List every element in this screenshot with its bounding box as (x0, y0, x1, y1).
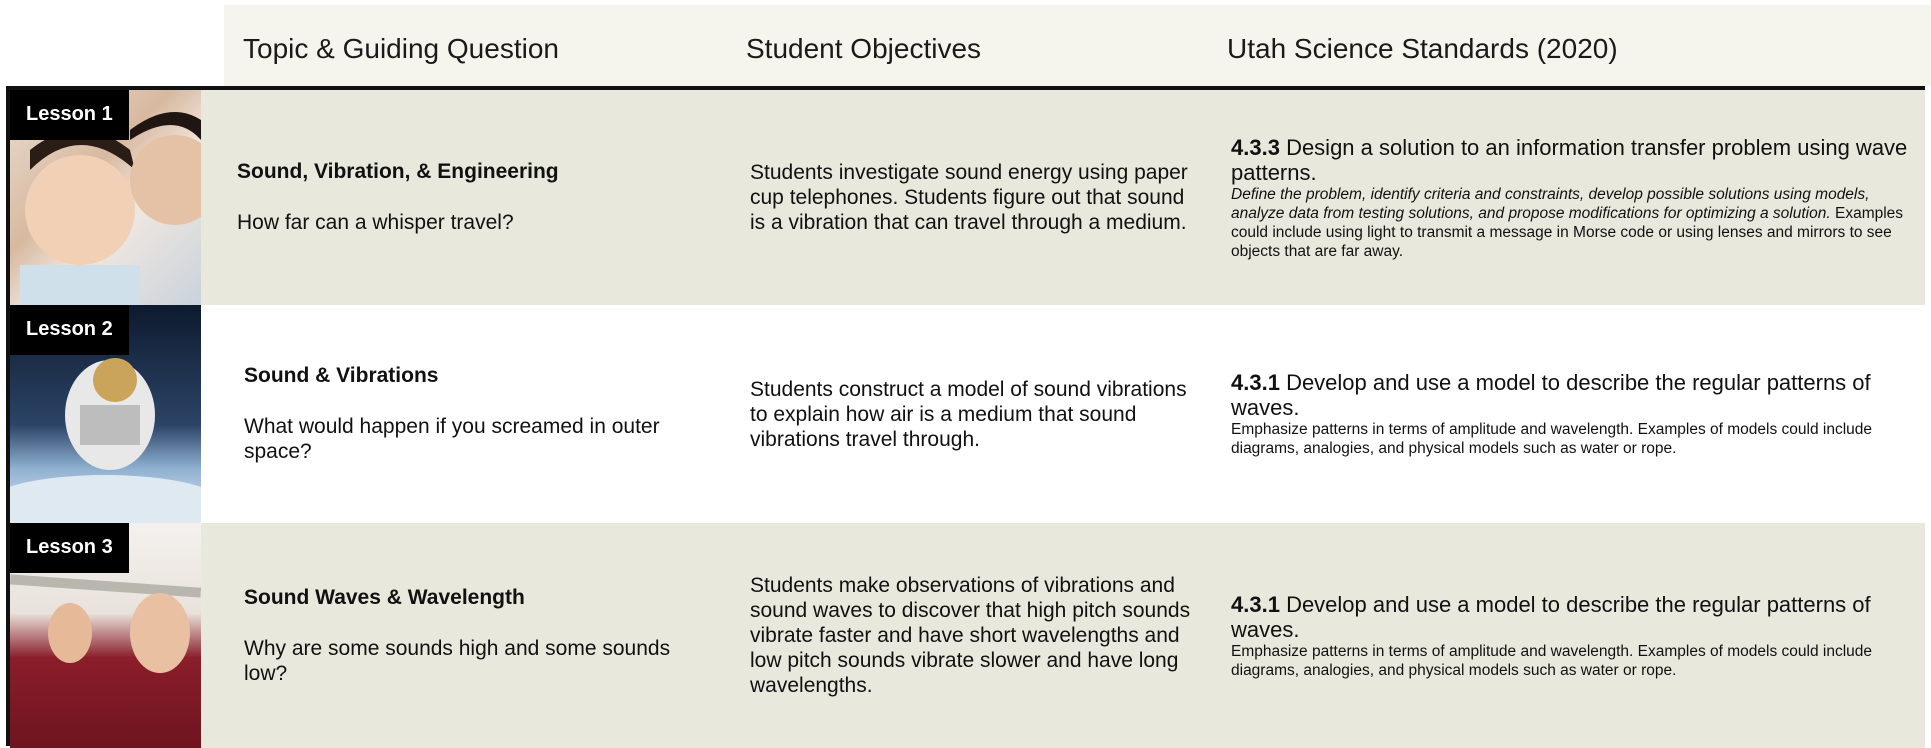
standard-title: Develop and use a model to describe the … (1231, 591, 1871, 642)
guiding-question: Why are some sounds high and some sounds… (244, 636, 671, 685)
topic: Sound & Vibrations (244, 364, 439, 387)
lesson-row: Lesson 1 Sound, Vibration, & Engineering… (10, 90, 1925, 305)
header: Topic & Guiding Question Student Objecti… (224, 5, 1931, 86)
topic-cell: Sound & Vibrations What would happen if … (244, 305, 694, 523)
standard-text: Emphasize patterns in terms of amplitude… (1231, 421, 1873, 457)
image-art (10, 358, 201, 523)
lesson-label: Lesson 2 (10, 305, 129, 355)
objective-cell: Students investigate sound energy using … (750, 90, 1200, 305)
standard-code: 4.3.1 (1231, 370, 1280, 395)
standard-description: Emphasize patterns in terms of amplitude… (1231, 420, 1921, 458)
guiding-question: What would happen if you screamed in out… (244, 415, 660, 463)
image-art (10, 574, 201, 673)
standard-title: Develop and use a model to describe the … (1231, 370, 1871, 420)
standard-code: 4.3.3 (1231, 134, 1280, 160)
column-header: Student Objectives (746, 33, 982, 64)
lesson-table: Lesson 1 Sound, Vibration, & Engineering… (6, 86, 1925, 748)
topic-cell: Sound Waves & Wavelength Why are some so… (244, 523, 694, 748)
topic: Sound Waves & Wavelength (244, 585, 525, 609)
lesson-image: Lesson 3 (10, 523, 201, 748)
guiding-question: How far can a whisper travel? (237, 211, 514, 234)
lesson-row: Lesson 3 Sound Waves & Wavelength Why ar… (10, 523, 1925, 748)
lesson-label: Lesson 1 (10, 90, 129, 140)
lesson-label: Lesson 3 (10, 523, 129, 573)
standard: 4.3.3 Design a solution to an informatio… (1231, 135, 1921, 185)
standard-description: Emphasize patterns in terms of amplitude… (1231, 642, 1921, 680)
topic-cell: Sound, Vibration, & Engineering How far … (237, 90, 717, 305)
standard: 4.3.1 Develop and use a model to describ… (1231, 592, 1921, 642)
standard-cell: 4.3.1 Develop and use a model to describ… (1231, 305, 1921, 523)
standard-cell: 4.3.1 Develop and use a model to describ… (1231, 523, 1921, 748)
standard-description: Define the problem, identify criteria an… (1231, 185, 1921, 261)
standard-text: Examples could include using light to tr… (1231, 204, 1904, 260)
objective: Students make observations of vibrations… (750, 574, 1191, 697)
standard-code: 4.3.1 (1231, 591, 1280, 617)
standard: 4.3.1 Develop and use a model to describ… (1231, 370, 1921, 420)
standard-italic: Define the problem, identify criteria an… (1231, 185, 1870, 222)
standard-title: Design a solution to an information tran… (1231, 134, 1908, 185)
objective-cell: Students make observations of vibrations… (750, 523, 1200, 748)
image-art (20, 112, 201, 305)
standard-text: Emphasize patterns in terms of amplitude… (1231, 642, 1873, 679)
lesson-image: Lesson 2 (10, 305, 201, 523)
topic: Sound, Vibration, & Engineering (237, 160, 559, 183)
objective: Students investigate sound energy using … (750, 161, 1188, 234)
column-header: Utah Science Standards (2020) (1227, 33, 1618, 64)
objective: Students construct a model of sound vibr… (750, 377, 1187, 451)
column-header: Topic & Guiding Question (243, 33, 559, 64)
lesson-row: Lesson 2 Sound & Vibrations What would h… (10, 305, 1925, 523)
lesson-image: Lesson 1 (10, 90, 201, 305)
objective-cell: Students construct a model of sound vibr… (750, 305, 1200, 523)
standard-cell: 4.3.3 Design a solution to an informatio… (1231, 90, 1921, 305)
